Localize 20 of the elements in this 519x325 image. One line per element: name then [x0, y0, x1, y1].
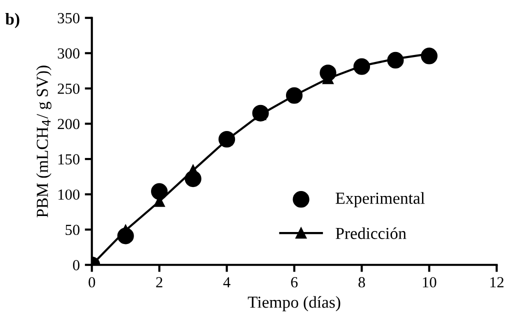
legend-label: Predicción [336, 227, 406, 240]
x-tick-label: 12 [490, 277, 504, 288]
legend-label: Experimental [336, 192, 425, 208]
x-axis-title: Tiempo (días) [248, 296, 340, 312]
x-tick-label: 4 [223, 277, 230, 288]
x-tick-label: 8 [358, 277, 365, 288]
text: b) [5, 13, 20, 28]
x-tick-label: 6 [291, 277, 298, 288]
x-tick-label: 10 [422, 277, 436, 288]
y-tick-label: 250 [58, 84, 80, 94]
y-axis-title: PBM (mLCH$_{4}$/ g SV)) [36, 66, 52, 218]
y-tick-label: 150 [58, 154, 80, 164]
x-tick-label: 0 [88, 277, 96, 288]
y-tick-label: 350 [58, 13, 80, 24]
y-tick-label: 0 [73, 260, 80, 270]
y-tick-label: 50 [66, 224, 80, 236]
y-tick-label: 300 [58, 48, 80, 59]
x-tick-label: 2 [156, 277, 162, 288]
y-tick-label: 200 [58, 118, 80, 130]
y-tick-label: 100 [58, 189, 80, 200]
